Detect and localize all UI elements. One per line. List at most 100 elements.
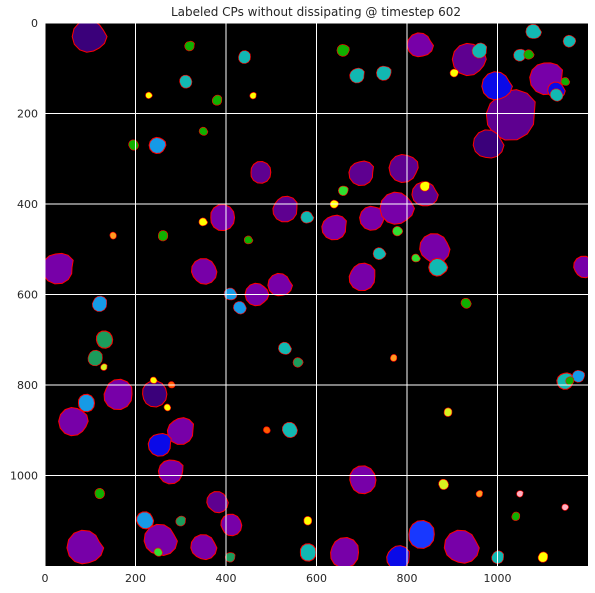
cloud-cell (348, 262, 376, 292)
cloud-cell (224, 552, 236, 563)
cloud-cell (77, 393, 96, 413)
cloud-cell (349, 465, 377, 495)
cloud-cell (149, 376, 158, 384)
x-tick-label: 600 (306, 572, 327, 585)
cloud-cell (135, 511, 155, 530)
cloud-cell (163, 403, 172, 412)
cloud-cell (243, 235, 254, 245)
cloud-cell (292, 357, 304, 368)
cloud-cell (379, 191, 416, 225)
cloud-cell (95, 330, 114, 349)
cloud-cell (263, 426, 271, 434)
cloud-cell (66, 529, 105, 565)
x-tick-label: 400 (216, 572, 237, 585)
cloud-cell (573, 255, 588, 279)
y-tick-label: 0 (31, 17, 38, 30)
cloud-cell (376, 65, 392, 81)
cloud-cell (148, 136, 167, 155)
cloud-cell (281, 421, 298, 439)
cloud-cell (91, 295, 108, 312)
cloud-cell (525, 23, 542, 39)
cloud-cell (220, 513, 243, 537)
cloud-cell (349, 67, 365, 84)
x-tick-label: 1000 (484, 572, 512, 585)
cloud-cell (211, 94, 223, 106)
cloud-cell (336, 44, 350, 57)
cloud-cell (449, 68, 459, 78)
cloud-cell (250, 160, 272, 184)
cloud-cell (565, 376, 575, 386)
y-tick-label: 600 (17, 289, 38, 302)
cloud-cell (388, 153, 419, 184)
chart-title: Labeled CPs without dissipating @ timest… (171, 5, 461, 19)
grid-layer (44, 22, 588, 566)
cloud-cell (390, 354, 398, 362)
cloud-cell (562, 34, 577, 48)
cloud-cell (94, 487, 105, 500)
cloud-cell (419, 181, 431, 192)
x-tick-label: 800 (397, 572, 418, 585)
cloud-cell (330, 536, 360, 566)
cloud-cell (516, 490, 524, 498)
cloud-cell (157, 230, 169, 242)
cloud-cell (523, 49, 535, 60)
cloud-cell (443, 529, 480, 564)
x-tick-label: 200 (125, 572, 146, 585)
y-tick-label: 1000 (10, 470, 38, 483)
cloud-cell (348, 160, 375, 187)
cloud-cell (184, 40, 195, 52)
cloud-cell (475, 490, 483, 498)
y-tick-label: 800 (17, 379, 38, 392)
cloud-cell (460, 297, 472, 309)
cloud-cell (471, 42, 488, 59)
cloud-cell (87, 349, 103, 367)
cloud-cell (71, 23, 108, 53)
cloud-cell (147, 432, 172, 457)
cloud-cell (443, 407, 453, 417)
cloud-cell (143, 523, 178, 557)
cloud-cell (210, 203, 236, 232)
ticks-layer: 0 200 400 600 800 1000 0 200 400 600 800 1000 (10, 17, 512, 585)
cloud-cell (472, 129, 505, 159)
cloud-cell (560, 77, 571, 86)
cloud-cell (372, 247, 387, 261)
cloud-cell (278, 341, 292, 355)
cloud-cell (386, 545, 410, 566)
cloud-cell (233, 301, 247, 315)
cloud-cell (128, 139, 139, 151)
x-tick-label: 0 (42, 572, 49, 585)
cloud-cell (392, 225, 404, 237)
cloud-cell (153, 547, 163, 557)
cloud-cell (45, 252, 74, 285)
cells-layer (45, 23, 588, 566)
cloud-cell (198, 217, 208, 227)
cloud-cell (166, 417, 195, 445)
cloud-cell (58, 406, 89, 437)
cloud-cell (411, 253, 421, 263)
cloud-cell (303, 516, 313, 526)
cloud-cell (537, 551, 549, 563)
cloud-cell (109, 231, 117, 240)
cloud-cell (299, 543, 317, 562)
cloud-cell (438, 478, 449, 490)
cloud-cell (300, 210, 315, 224)
cloud-cell (511, 511, 521, 521)
cloud-cell (190, 258, 218, 285)
cloud-cell (103, 378, 133, 411)
cloud-cell (179, 74, 193, 89)
cloud-cell (428, 257, 449, 277)
cloud-cell (561, 503, 569, 511)
cloud-cell (411, 181, 439, 207)
cloud-cell (206, 491, 229, 514)
cloud-cell (145, 91, 153, 99)
cloud-cell (272, 195, 298, 223)
cloud-cell (198, 126, 209, 136)
cloud-cell (321, 214, 347, 241)
y-tick-label: 400 (17, 198, 38, 211)
cloud-cell (249, 91, 257, 100)
cloud-cell (359, 205, 385, 231)
cloud-cell (190, 534, 218, 561)
y-tick-label: 200 (17, 108, 38, 121)
cloud-cell (238, 50, 251, 64)
